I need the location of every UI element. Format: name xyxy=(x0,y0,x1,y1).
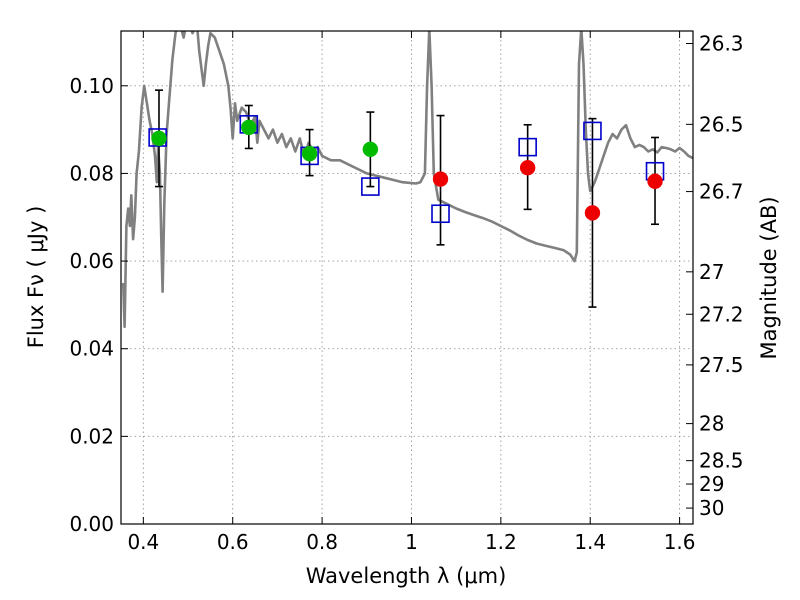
y-tick-label: 0.02 xyxy=(69,424,114,448)
model-photometry-square xyxy=(583,121,602,141)
mag-tick-label: 27.2 xyxy=(699,302,744,326)
tick-labels: 0.4 0.6 0.8 1 1.2 1.4 1.6 0.00 0.02 0.04 0.06 0.08 0… xyxy=(69,31,743,554)
model-photometry-square xyxy=(361,177,380,196)
mag-tick-label: 26.7 xyxy=(699,180,744,204)
y-tick-label: 0.08 xyxy=(69,161,114,185)
model-photometry-square xyxy=(431,204,450,224)
x-tick-label: 1 xyxy=(405,530,418,554)
photometry-point xyxy=(584,205,601,221)
right-axis-label: Magnitude (AB) xyxy=(757,196,781,359)
y-tick-label: 0.06 xyxy=(69,249,114,273)
plot-frame xyxy=(120,30,694,525)
photometry-point xyxy=(519,159,536,176)
mag-tick-label: 29 xyxy=(699,472,724,496)
photometry-point xyxy=(241,119,257,136)
x-tick-label: 0.4 xyxy=(127,530,159,554)
mag-tick-label: 28.5 xyxy=(699,449,744,473)
x-tick-label: 0.6 xyxy=(217,530,249,554)
x-axis-label: Wavelength λ (μm) xyxy=(306,564,507,588)
photometry-point xyxy=(362,141,379,158)
photometry-point xyxy=(151,130,167,147)
x-tick-label: 1.6 xyxy=(664,530,696,554)
x-tick-label: 1.4 xyxy=(574,530,606,554)
photometry-point xyxy=(647,173,663,190)
mag-tick-label: 28 xyxy=(699,412,724,436)
mag-tick-label: 27 xyxy=(699,260,724,284)
mag-tick-label: 30 xyxy=(699,496,724,520)
x-tick-label: 1.2 xyxy=(485,530,517,554)
model-spectrum-layer xyxy=(121,31,693,329)
mag-tick-label: 26.3 xyxy=(699,31,744,55)
axis-ticks xyxy=(121,31,693,525)
model-photometry-square xyxy=(518,137,537,157)
y-axis-label: Flux Fν ( μJy ) xyxy=(24,206,48,349)
photometry-point xyxy=(301,145,318,162)
photometry-point xyxy=(432,171,449,187)
mag-tick-label: 27.5 xyxy=(699,353,744,377)
y-tick-label: 0.10 xyxy=(69,74,114,98)
x-tick-label: 0.8 xyxy=(306,530,338,554)
observed-photometry-layer xyxy=(151,119,663,221)
y-tick-label: 0.04 xyxy=(69,337,114,361)
y-tick-label: 0.00 xyxy=(69,512,114,536)
model-spectrum-line xyxy=(121,31,693,329)
mag-tick-label: 26.5 xyxy=(699,112,744,136)
